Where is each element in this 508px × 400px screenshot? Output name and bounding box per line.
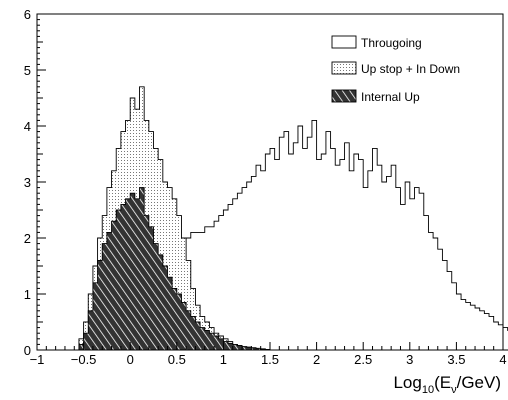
x-tick-label: 4 bbox=[499, 352, 506, 367]
x-axis-ticks: −1 −0.5 0 0.5 1 1.5 2 2.5 3 3.5 4 bbox=[30, 342, 507, 367]
y-tick-label: 5 bbox=[24, 63, 31, 78]
histogram-bars bbox=[74, 187, 271, 351]
y-tick-label: 1 bbox=[24, 287, 31, 302]
x-tick-label: −1 bbox=[30, 352, 45, 367]
x-tick-label: −0.5 bbox=[71, 352, 97, 367]
legend-swatch bbox=[331, 61, 357, 75]
y-tick-label: 4 bbox=[24, 119, 31, 134]
legend-swatch bbox=[331, 89, 357, 103]
x-axis-title: Log10(Eν/GeV) bbox=[393, 373, 501, 395]
y-tick-label: 6 bbox=[24, 7, 31, 22]
legend: Througoing Up stop + In Down Internal Up bbox=[331, 35, 460, 104]
legend-label: Througoing bbox=[361, 36, 422, 50]
x-tick-label: 0 bbox=[127, 352, 134, 367]
x-tick-label: 2.5 bbox=[354, 352, 372, 367]
series-internal-up bbox=[74, 187, 271, 351]
legend-swatch bbox=[331, 35, 357, 49]
legend-label: Internal Up bbox=[361, 90, 420, 104]
x-tick-label: 1.5 bbox=[261, 352, 279, 367]
series-layer bbox=[74, 86, 508, 351]
y-tick-label: 3 bbox=[24, 175, 31, 190]
x-tick-label: 2 bbox=[313, 352, 320, 367]
y-tick-label: 0 bbox=[24, 343, 31, 358]
x-tick-label: 1 bbox=[220, 352, 227, 367]
x-tick-label: 3.5 bbox=[447, 352, 465, 367]
y-tick-label: 2 bbox=[24, 231, 31, 246]
x-tick-label: 0.5 bbox=[168, 352, 186, 367]
y-axis-ticks: 0 1 2 3 4 5 6 bbox=[24, 7, 46, 358]
x-tick-label: 3 bbox=[406, 352, 413, 367]
legend-label: Up stop + In Down bbox=[361, 62, 460, 76]
